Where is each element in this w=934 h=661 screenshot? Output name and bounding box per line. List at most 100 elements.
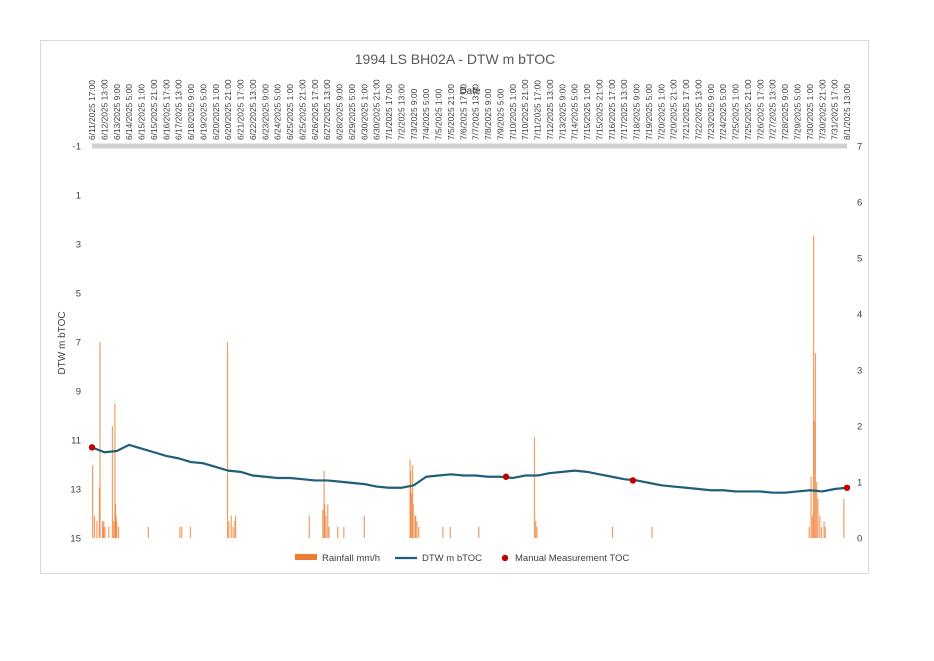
rainfall-bar [92, 465, 94, 538]
rainfall-bar [104, 526, 106, 538]
rainfall-bar [118, 526, 120, 538]
rainfall-bar [535, 521, 537, 538]
x-tick-label: 6/30/2025 21:00 [372, 79, 382, 140]
y-axis-label: DTW m bTOC [57, 311, 68, 374]
x-tick-label: 6/17/2025 13:00 [174, 79, 184, 140]
rainfall-bar [181, 526, 183, 538]
rainfall-bar [817, 498, 819, 538]
rainfall-bar [232, 526, 234, 538]
x-tick-label: 6/18/2025 9:00 [186, 84, 196, 140]
rainfall-bar [327, 504, 329, 538]
rainfall-bar [410, 493, 412, 538]
y-tick-label: 9 [76, 387, 81, 398]
rainfall-bar [230, 515, 232, 538]
x-tick-label: 7/17/2025 13:00 [619, 79, 629, 140]
x-tick-label: 6/27/2025 13:00 [322, 79, 332, 140]
x-tick-label: 7/26/2025 17:00 [755, 79, 765, 140]
rainfall-bar [343, 526, 345, 538]
rainfall-bar [813, 420, 815, 538]
x-tick-label: 6/22/2025 13:00 [248, 79, 258, 140]
rainfall-bar [103, 521, 105, 538]
rainfall-bar [234, 521, 236, 538]
x-tick-label: 8/1/2025 13:00 [842, 84, 852, 140]
legend[interactable]: Rainfall mm/h DTW m bTOC Manual Measuremen… [295, 553, 629, 564]
x-tick-label: 7/28/2025 9:00 [780, 84, 790, 140]
y2-tick-label: 3 [857, 366, 862, 377]
rainfall-bar [337, 526, 339, 538]
rainfall-bar [412, 504, 414, 538]
x-tick-label: 6/21/2025 17:00 [236, 79, 246, 140]
x-tick-label: 6/28/2025 9:00 [335, 84, 345, 140]
rainfall-bar [179, 526, 181, 538]
x-tick-label: 7/4/2025 5:00 [421, 88, 431, 140]
y2-tick-label: 4 [857, 310, 862, 321]
rainfall-bar [98, 487, 101, 538]
rainfall-bar [478, 526, 480, 538]
x-tick-label: 7/5/2025 21:00 [446, 84, 456, 140]
rainfall-bar [116, 521, 118, 538]
y2-tick-label: 2 [857, 422, 862, 433]
x-tick-label: 7/13/2025 9:00 [557, 84, 567, 140]
x-tick-label: 7/9/2025 5:00 [495, 88, 505, 140]
rainfall-bar [308, 515, 310, 538]
x-tick-label: 7/5/2025 1:00 [434, 88, 444, 140]
y-tick-label: -1 [73, 142, 81, 153]
y-tick-label: 5 [76, 289, 81, 300]
rainfall-bar [808, 526, 810, 538]
rainfall-bar [410, 470, 412, 538]
x-tick-label: 7/15/2025 21:00 [594, 79, 604, 140]
rainfall-bar [101, 521, 104, 538]
y-tick-label: 11 [71, 436, 81, 447]
x-tick-label: 6/24/2025 5:00 [273, 84, 283, 140]
chart-frame: 1994 LS BH02A - DTW m bTOC Date DTW m bT… [40, 40, 869, 574]
rainfall-bar [810, 476, 812, 538]
rainfall-bar [442, 526, 444, 538]
legend-dtw-label: DTW m bTOC [422, 553, 482, 564]
dtw-line-group [90, 443, 849, 494]
rainfall-bar [363, 515, 365, 538]
rainfall-bar [449, 526, 451, 538]
x-tick-label: 7/31/2025 17:00 [830, 79, 840, 140]
x-tick-label: 7/12/2025 13:00 [545, 79, 555, 140]
rainfall-bar [113, 521, 115, 538]
y-tick-label: 1 [76, 191, 81, 202]
y2-tick-label: 6 [857, 198, 862, 209]
y-tick-label: 15 [70, 534, 81, 545]
x-tick-label: 7/6/2025 17:00 [458, 84, 468, 140]
y-tick-label: 7 [76, 338, 81, 349]
manual-measurement-point [502, 473, 510, 480]
y2-tick-label: 0 [857, 534, 862, 545]
x-tick-label: 7/1/2025 17:00 [384, 84, 394, 140]
rainfall-bar [322, 510, 324, 538]
x-tick-label: 6/30/2025 1:00 [359, 84, 369, 140]
rainfall-bar [115, 515, 117, 538]
x-tick-label: 7/19/2025 5:00 [644, 84, 654, 140]
x-tick-label: 6/16/2025 17:00 [161, 79, 171, 140]
rainfall-bar [611, 526, 614, 538]
rainfall-bar [102, 526, 104, 538]
rainfall-bar [324, 504, 326, 538]
rainfall-bar [96, 521, 98, 538]
rainfall-bar [108, 526, 110, 538]
x-tick-label: 7/22/2025 13:00 [693, 79, 703, 140]
rainfall-bar [411, 465, 414, 538]
x-tick-label: 7/29/2025 5:00 [792, 84, 802, 140]
x-tick-label: 7/10/2025 1:00 [508, 84, 518, 140]
x-tick-label: 7/20/2025 1:00 [656, 84, 666, 140]
y2-tick-label: 7 [857, 142, 862, 153]
rainfall-bar [114, 504, 117, 538]
x-tick-label: 7/27/2025 13:00 [768, 79, 778, 140]
x-tick-label: 7/24/2025 5:00 [718, 84, 728, 140]
manual-measurement-points [88, 444, 851, 491]
legend-rainfall-swatch [295, 554, 317, 560]
manual-measurement-point [843, 484, 851, 491]
x-tick-label: 7/14/2025 5:00 [570, 84, 580, 140]
rainfall-bar [415, 515, 417, 538]
rainfall-bar [418, 526, 420, 538]
x-tick-label: 7/30/2025 1:00 [805, 84, 815, 140]
x-tick-label: 7/10/2025 21:00 [520, 79, 530, 140]
x-tick-label: 7/25/2025 21:00 [743, 79, 753, 140]
x-tick-label: 6/19/2025 5:00 [198, 84, 208, 140]
x-tick-label: 7/30/2025 21:00 [817, 79, 827, 140]
